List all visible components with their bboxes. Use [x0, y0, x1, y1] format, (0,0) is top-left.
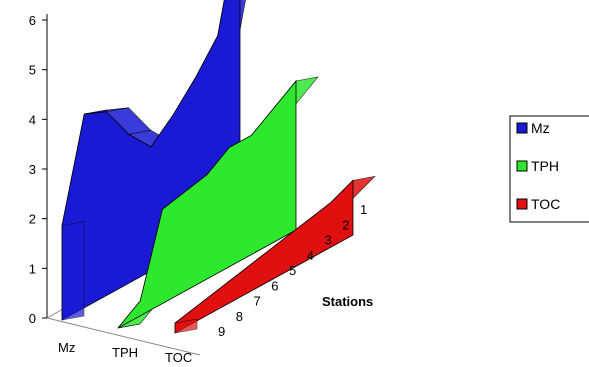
series-axis-ticks: Mz TPH TOC — [58, 340, 192, 365]
series-axis-tick-label: TPH — [112, 345, 138, 360]
station-tick-label: 1 — [360, 202, 367, 217]
legend-swatch — [516, 160, 528, 172]
series-band-tph — [117, 76, 319, 329]
station-tick-label: 7 — [254, 294, 261, 309]
station-tick-label: 2 — [342, 217, 349, 232]
band-end-cap — [174, 318, 198, 334]
legend-label: TOC — [531, 196, 560, 212]
y-tick-label: 2 — [29, 212, 36, 227]
station-tick-label: 8 — [236, 309, 243, 324]
y-ticks: 0 1 2 3 4 5 6 — [29, 13, 47, 326]
series-axis-tick-label: Mz — [58, 340, 75, 355]
series-bands — [61, 0, 376, 334]
y-tick-label: 5 — [29, 63, 36, 78]
legend-swatch — [516, 122, 528, 134]
legend-swatch — [516, 198, 528, 210]
series-band-toc — [174, 175, 376, 334]
y-tick-label: 0 — [29, 311, 36, 326]
y-tick-label: 6 — [29, 13, 36, 28]
y-tick-label: 3 — [29, 162, 36, 177]
station-tick-label: 5 — [289, 263, 296, 278]
x-axis-title: Stations — [322, 294, 373, 309]
station-tick-label: 9 — [218, 324, 225, 339]
y-tick-label: 1 — [29, 261, 36, 276]
station-tick-label: 4 — [307, 248, 314, 263]
station-tick-label: 6 — [271, 278, 278, 293]
station-tick-label: 3 — [325, 233, 332, 248]
floor-front-edge — [46, 317, 201, 356]
legend-label: Mz — [531, 120, 550, 136]
y-tick-label: 4 — [29, 112, 36, 127]
series-axis-tick-label: TOC — [165, 350, 192, 365]
band-end-cap — [61, 221, 85, 321]
legend: Mz TPH TOC — [509, 115, 589, 223]
band-end-cap — [117, 323, 141, 329]
legend-label: TPH — [531, 158, 559, 174]
band-front-face — [117, 79, 297, 329]
